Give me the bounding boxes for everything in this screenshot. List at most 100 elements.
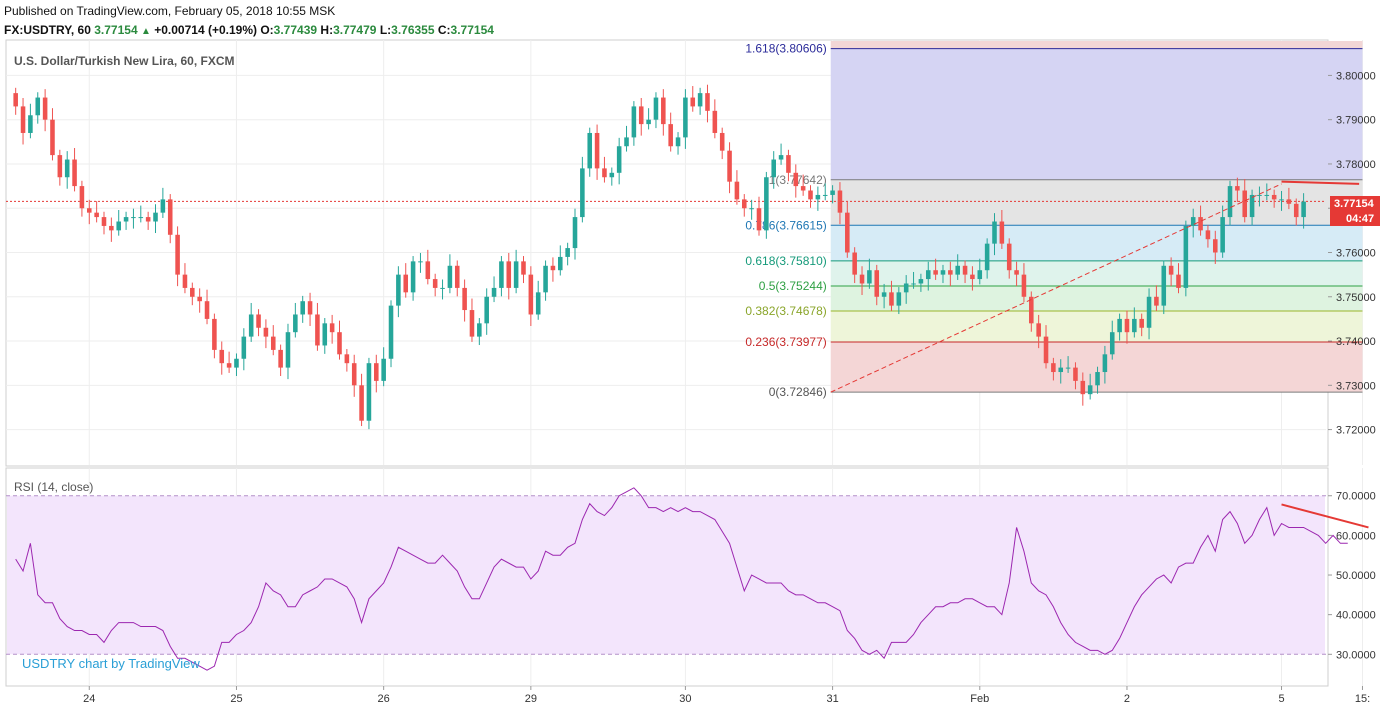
price-tick-label: 3.73000 [1336,380,1376,392]
candle-up [1065,367,1071,369]
watermark[interactable]: USDTRY chart by TradingView [22,656,200,671]
low-value: 3.76355 [391,23,435,37]
candle-up [35,97,41,116]
candle-up [131,217,136,219]
candle-up [1183,225,1189,288]
rsi-pane-border [5,467,1329,687]
main-chart-title: U.S. Dollar/Turkish New Lira, 60, FXCM [14,54,235,68]
candle-down [1021,274,1027,297]
candle-up [285,332,291,368]
candle-up [153,212,158,222]
rsi-tick-label: 70.0000 [1336,491,1376,503]
candle-up [248,314,254,337]
candle-down [197,296,202,302]
trend-line-dashed[interactable] [830,183,1282,393]
candle-up [565,248,570,257]
rsi-tick-label: 50.0000 [1336,570,1376,582]
trend-line-resistance[interactable] [1281,180,1360,185]
candle-down [20,106,26,133]
candle-down [719,132,725,151]
candle-down [1205,230,1211,240]
candle-down [1051,363,1056,373]
price-tick-label: 3.78000 [1336,159,1376,171]
candle-down [506,261,512,288]
fibonacci-retracement[interactable]: 1.618(3.80606)1(3.77642)0.786(3.76615)0.… [745,41,1363,399]
candle-up [241,336,247,359]
candle-down [462,287,467,311]
candle-down [1293,203,1299,218]
candle-down [42,97,48,120]
candle-up [984,243,990,271]
candle-up [940,270,946,275]
price-tick-label: 3.80000 [1336,70,1376,82]
candle-up [477,323,482,337]
candle-down [278,349,283,368]
candle-up [822,194,828,196]
candle-up [925,270,931,280]
candle-down [1176,274,1181,288]
candle-down [808,190,813,200]
candle-down [432,279,438,288]
time-tick-label: 5 [1278,693,1284,705]
candle-down [999,221,1005,244]
candle-up [867,270,872,284]
candlestick-series [13,84,1306,430]
candle-down [1198,217,1203,231]
current-price-tag-bg [1330,196,1380,226]
candle-down [793,172,799,187]
candle-down [837,190,843,213]
candle-up [624,137,629,147]
candle-down [756,208,762,231]
candle-down [1036,323,1041,337]
candle-up [749,208,754,210]
candle-down [1271,194,1277,200]
rsi-tick-label: 60.0000 [1336,530,1376,542]
candle-down [454,265,460,288]
current-price-value: 3.77154 [1334,198,1375,210]
close-label: C: [437,23,451,37]
candle-up [1279,199,1284,201]
open-value: 3.77439 [273,23,318,37]
candle-up [388,305,394,359]
candle-up [572,217,578,249]
candle-up [160,199,166,213]
candle-down [109,225,114,231]
price-axis[interactable]: 3.720003.730003.740003.750003.760003.770… [1328,70,1376,437]
candle-down [307,301,313,315]
candle-up [815,194,821,200]
candle-up [1132,318,1137,333]
symbol-label[interactable]: FX:USDTRY, 60 [4,23,91,37]
candle-down [933,270,938,275]
candle-up [1190,217,1196,226]
price-change: +0.00714 (+0.19%) [154,23,257,37]
time-tick-label: Feb [970,693,989,705]
rsi-trend-line[interactable] [1281,503,1369,529]
fib-zone-0-786 [830,225,1363,261]
candle-up [1117,318,1122,333]
candle-down [344,354,350,364]
time-tick-label: 31 [826,693,838,705]
candle-up [992,221,997,244]
candle-down [315,314,320,346]
candle-up [484,296,489,324]
fib-zone-0-5 [830,285,1363,312]
candle-down [594,132,600,169]
candle-up [896,292,902,306]
candle-up [1257,194,1262,196]
high-label: H: [320,23,334,37]
candle-down [845,212,850,253]
price-tick-label: 3.75000 [1336,292,1376,304]
candle-down [175,234,180,275]
rsi-axis[interactable]: 30.0000 40.0000 50.0000 60.0000 70.0000 [1328,491,1376,662]
candle-down [550,265,556,271]
candle-up [543,265,548,293]
candle-down [351,363,357,386]
candle-down [712,110,718,133]
candle-up [28,115,33,133]
rsi-title: RSI (14, close) [14,480,93,494]
candle-down [212,318,217,350]
candle-down [256,314,261,328]
candle-down [690,97,696,107]
time-axis[interactable]: 24 25 26 29 30 31 Feb 2 5 15: [83,686,1370,705]
